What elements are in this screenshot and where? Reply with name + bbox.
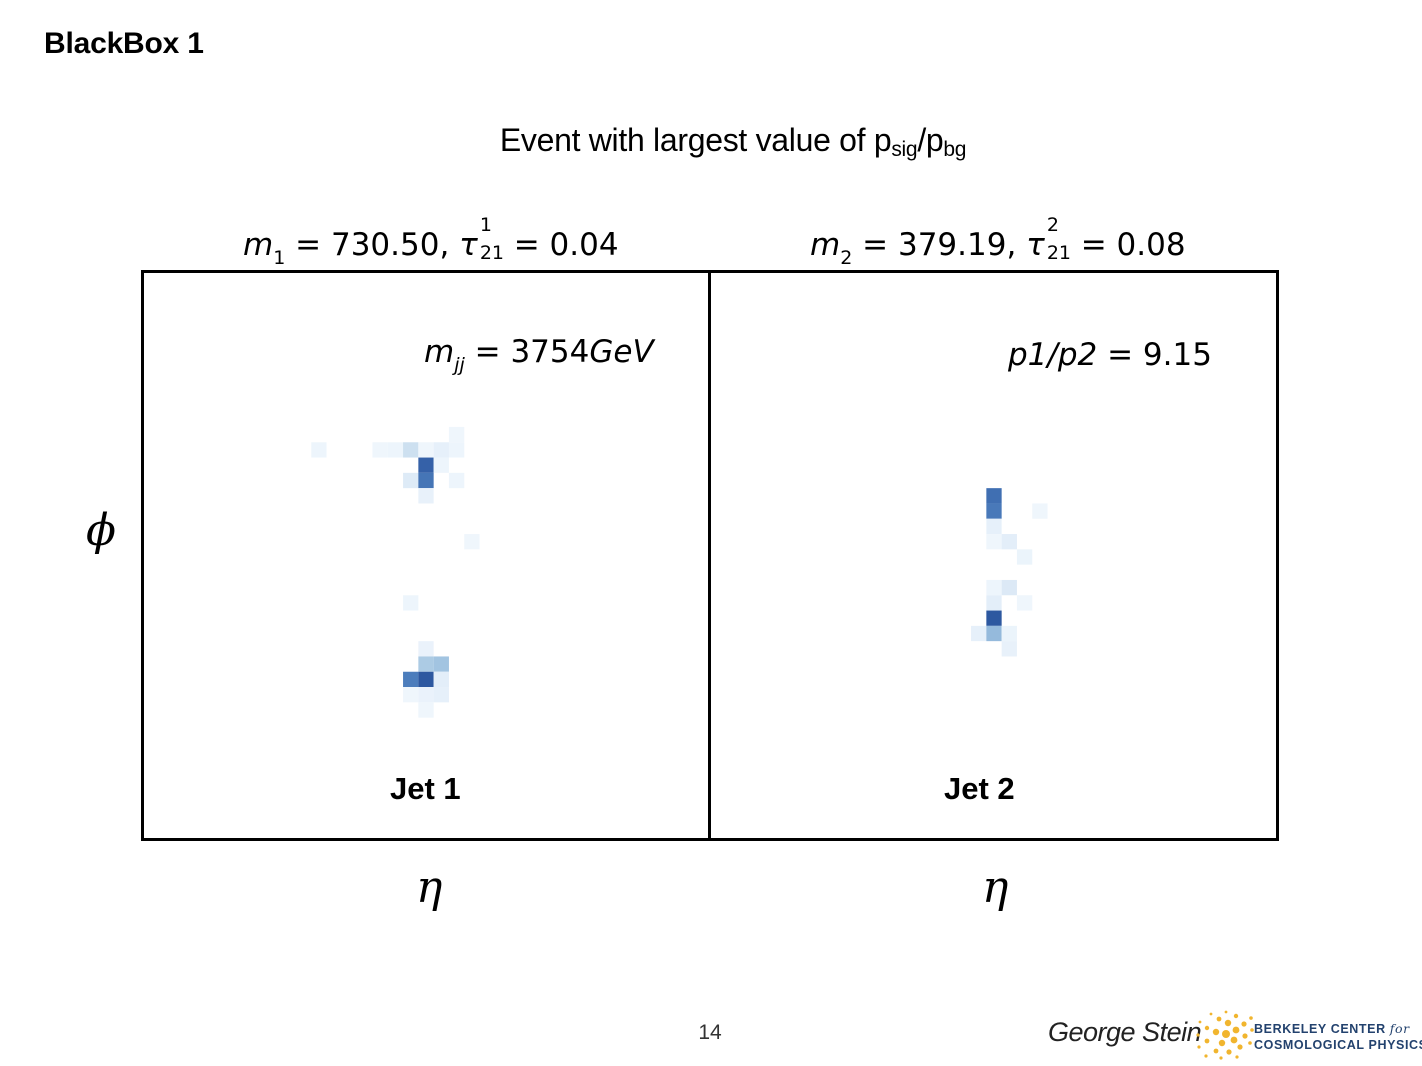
jet1-heatmap-cell bbox=[448, 426, 465, 443]
jet1-heatmap-cell bbox=[403, 595, 419, 611]
jet1-heatmap-cell bbox=[433, 457, 449, 473]
jet1-heatmap-cell bbox=[418, 457, 434, 473]
jet2-heatmap-cell bbox=[971, 625, 987, 642]
jet2-heatmap-cell bbox=[1001, 625, 1017, 642]
y-axis-label: ϕ bbox=[86, 505, 116, 556]
jet1-heatmap-cell bbox=[311, 442, 327, 458]
jet1-heatmap-cell bbox=[433, 671, 449, 688]
jet1-heatmap-cell bbox=[433, 442, 449, 458]
org-name: BERKELEY CENTER for COSMOLOGICAL PHYSICS bbox=[1254, 1021, 1422, 1052]
jet2-heatmap-cell bbox=[986, 625, 1002, 642]
jet1-heatmap-cell bbox=[418, 687, 434, 703]
mjj-annotation: mjj = 3754GeV bbox=[424, 334, 654, 376]
subtitle-sub-sig: sig bbox=[891, 138, 918, 161]
jet2-heatmap-cell bbox=[986, 518, 1002, 535]
jet1-heatmap-cell bbox=[418, 442, 434, 458]
jet2-heatmap-cell bbox=[1001, 579, 1017, 596]
jet2-heatmap-cell bbox=[986, 503, 1002, 519]
jet1-heatmap-cell bbox=[433, 656, 449, 672]
jet1-heatmap-cell bbox=[418, 671, 434, 688]
subtitle-sub-bg: bg bbox=[943, 138, 967, 161]
jet1-heatmap-cell bbox=[403, 687, 419, 703]
subtitle-slash: /p bbox=[917, 122, 944, 158]
jet1-heatmap-cell bbox=[448, 442, 465, 458]
jet1-heatmap-cell bbox=[448, 472, 465, 489]
jet1-heatmap-cell bbox=[418, 641, 434, 657]
jet1-title: m1 = 730.50, τ 1 21 = 0.04 bbox=[243, 214, 619, 269]
jet2-heatmap-cell bbox=[986, 488, 1002, 504]
jet1-heatmap-cell bbox=[418, 472, 434, 489]
jet2-heatmap-cell bbox=[1001, 641, 1017, 657]
jet1-heatmap-cell bbox=[403, 472, 419, 489]
jet2-heatmap-cell bbox=[1016, 595, 1033, 611]
jet2-heatmap-cell bbox=[986, 595, 1002, 611]
jet1-heatmap-cell bbox=[418, 702, 434, 718]
jet2-heatmap-cell bbox=[986, 610, 1002, 626]
jet1-heatmap-cell bbox=[403, 442, 419, 458]
slide-subtitle: Event with largest value of psig/pbg bbox=[0, 122, 1422, 162]
jet2-label: Jet 2 bbox=[944, 771, 1015, 806]
jet1-heatmap-cell bbox=[418, 656, 434, 672]
jet2-heatmap-cell bbox=[1032, 503, 1048, 519]
jet1-heatmap-cell bbox=[433, 687, 449, 703]
jet1-label: Jet 1 bbox=[390, 771, 461, 806]
jet2-heatmap-cell bbox=[1001, 534, 1017, 550]
jet2-title: m2 = 379.19, τ 2 21 = 0.08 bbox=[810, 214, 1186, 269]
berkeley-logo-icon bbox=[1196, 1010, 1254, 1060]
jet1-heatmap-cell bbox=[464, 534, 480, 550]
page-number: 14 bbox=[698, 1021, 722, 1044]
jet2-heatmap-cell bbox=[1016, 549, 1033, 565]
subtitle-main: Event with largest value of p bbox=[499, 122, 892, 158]
jet2-x-axis-label: η bbox=[982, 862, 1009, 913]
jet1-heatmap-cell bbox=[387, 442, 404, 458]
jet1-heatmap-cell bbox=[403, 671, 419, 688]
author-name: George Stein bbox=[1048, 1017, 1202, 1047]
jet2-heatmap-cell bbox=[986, 579, 1002, 596]
jet2-frame bbox=[708, 270, 1279, 841]
jet2-heatmap-cell bbox=[986, 534, 1002, 550]
jet1-x-axis-label: η bbox=[416, 862, 443, 913]
jet1-heatmap-cell bbox=[372, 442, 388, 458]
ratio-annotation: p1/p2 = 9.15 bbox=[1008, 337, 1212, 373]
jet1-heatmap-cell bbox=[418, 488, 434, 504]
slide-title: BlackBox 1 bbox=[44, 27, 204, 60]
